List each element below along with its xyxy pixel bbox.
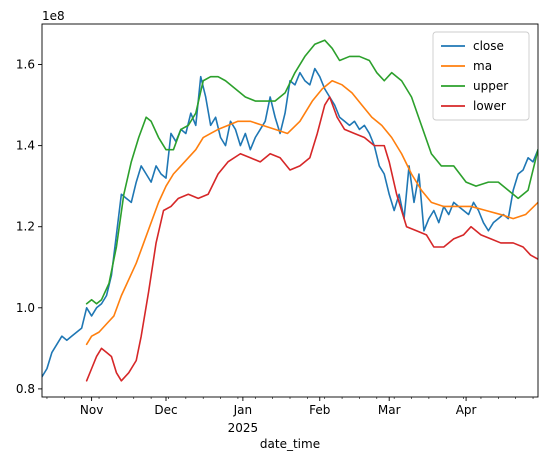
legend-label-lower: lower [473, 99, 506, 113]
x-tick-label: Mar [378, 403, 401, 417]
x-tick-label: Apr [456, 403, 477, 417]
y-tick-label: 1.6 [16, 58, 35, 72]
series-line-lower [85, 96, 538, 382]
x-tick-label: Feb [309, 403, 330, 417]
y-tick-label: 1.0 [16, 301, 35, 315]
x-year-label: 2025 [228, 421, 259, 435]
x-tick-label: Jan [233, 403, 253, 417]
series-layer [42, 39, 538, 382]
series-line-ma [85, 79, 538, 346]
y-tick-label: 1.4 [16, 139, 35, 153]
y-offset-label: 1e8 [42, 9, 65, 23]
legend: close ma upper lower [432, 31, 530, 121]
legend-label-upper: upper [473, 79, 508, 93]
x-axis-label: date_time [260, 437, 320, 451]
y-tick-label: 0.8 [16, 382, 35, 396]
x-tick-label: Dec [154, 403, 177, 417]
axes-layer: 0.8 1.0 1.2 1.4 1.6 Nov Dec Jan Feb Mar Apr [16, 23, 539, 417]
series-line-close [42, 67, 538, 378]
legend-label-ma: ma [473, 59, 492, 73]
legend-box [432, 31, 530, 121]
series-line-upper [85, 39, 538, 305]
y-tick-label: 1.2 [16, 220, 35, 234]
x-tick-label: Nov [80, 403, 103, 417]
legend-label-close: close [473, 39, 504, 53]
